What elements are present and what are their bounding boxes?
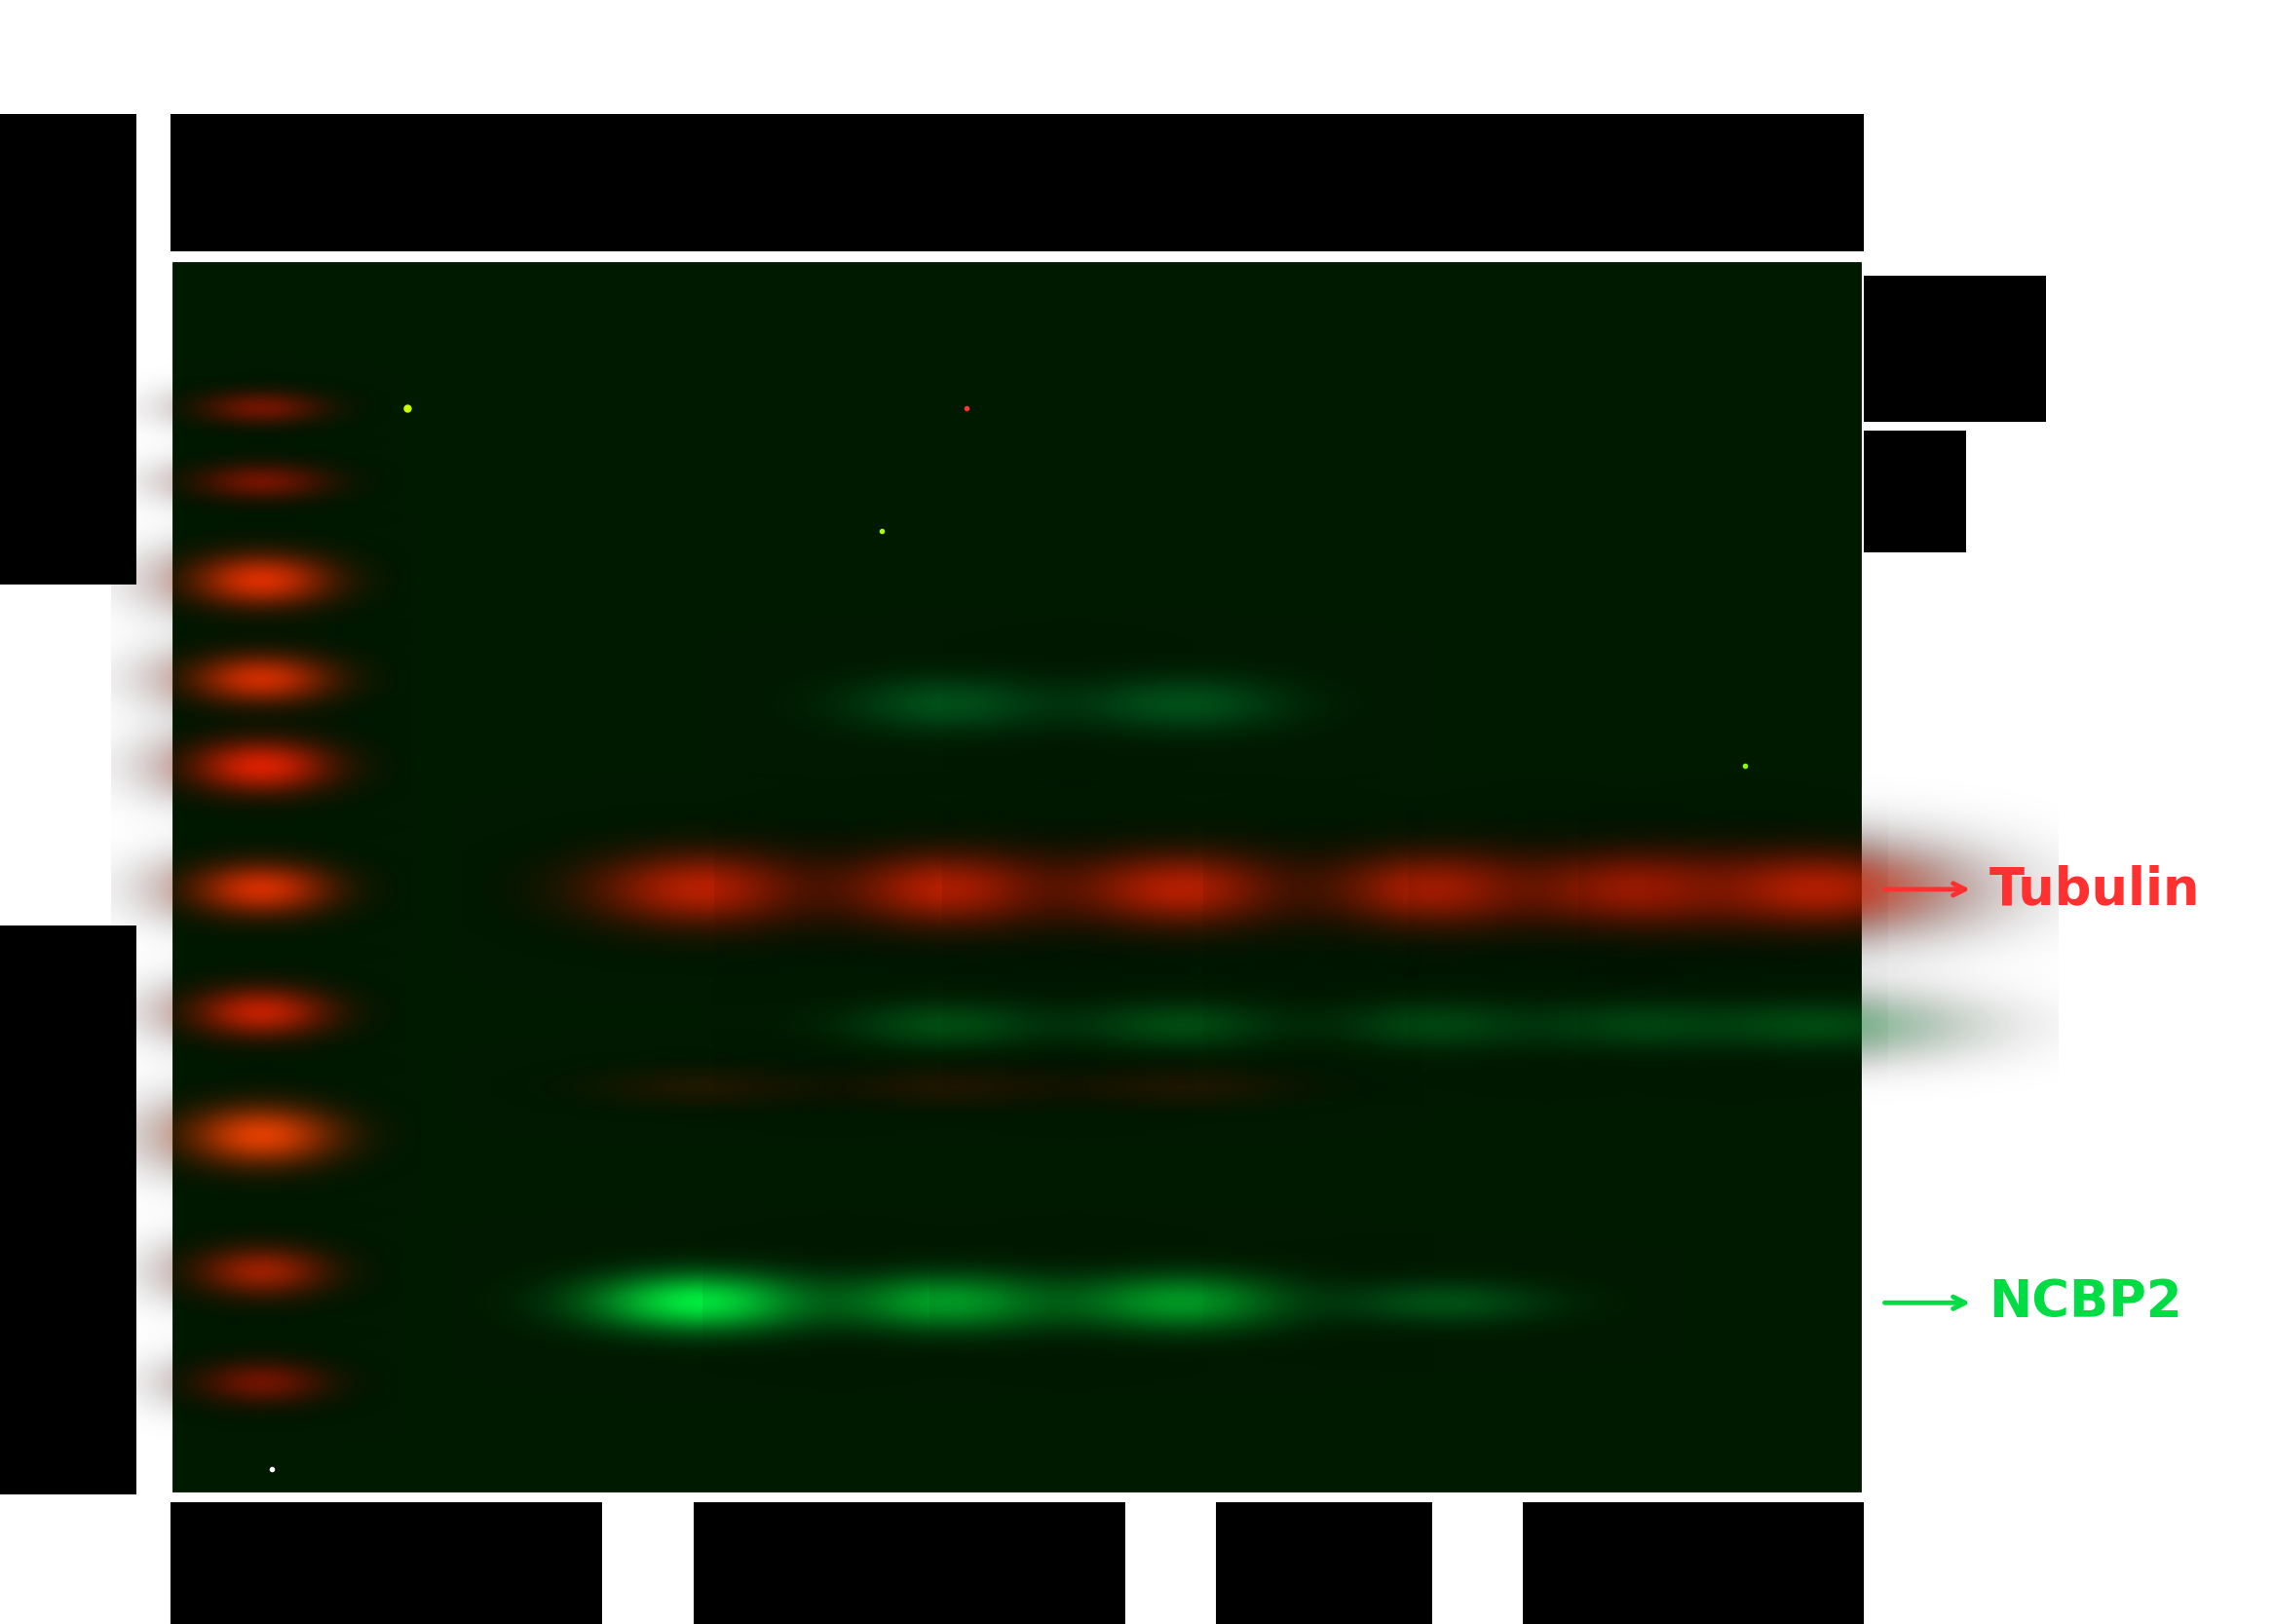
- Text: Tubulin: Tubulin: [1989, 864, 2200, 914]
- Bar: [1125, 1502, 1216, 1624]
- Bar: [1864, 430, 1966, 552]
- Bar: [1432, 1502, 1523, 1624]
- Bar: [1864, 276, 2046, 422]
- Bar: [170, 114, 1864, 252]
- Bar: [170, 1502, 1864, 1624]
- Text: NCBP2: NCBP2: [1989, 1278, 2182, 1328]
- Bar: [170, 260, 1864, 1494]
- Bar: [0, 926, 136, 1494]
- Bar: [0, 114, 136, 585]
- Bar: [602, 1502, 693, 1624]
